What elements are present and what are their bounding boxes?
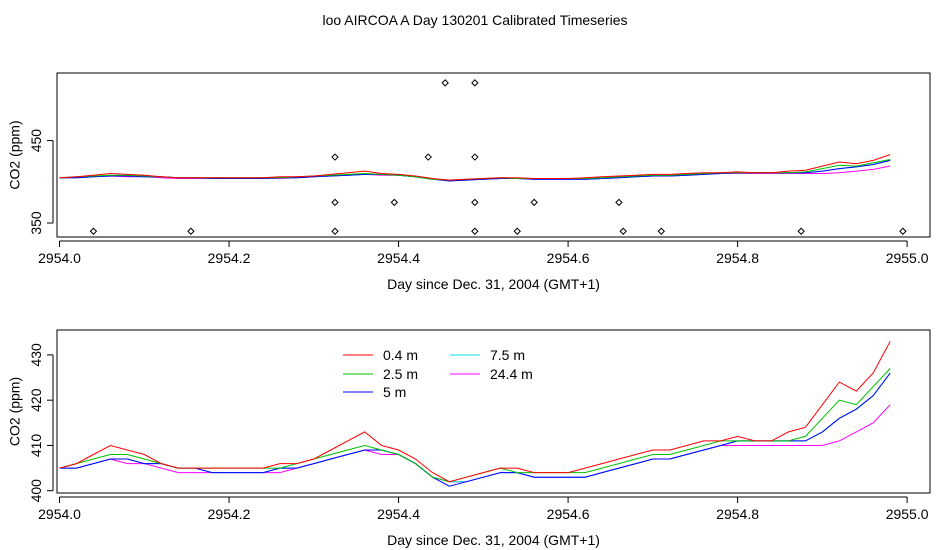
panel2-y-tick-label: 420 <box>28 388 44 412</box>
panel1-flag-point <box>441 79 449 87</box>
panel1-flag-point <box>615 198 623 207</box>
panel2-series-line <box>59 372 891 487</box>
panel2-series-line <box>59 372 891 483</box>
panel2-x-tick-label: 2954.6 <box>547 506 590 522</box>
panel1-flag-point <box>513 227 521 235</box>
panel1-flag-point <box>530 198 538 207</box>
legend-label: 2.5 m <box>383 366 418 382</box>
panel2-series-line <box>59 341 891 483</box>
panel2-plot-frame <box>56 329 931 494</box>
panel1-y-axis-title: CO2 (ppm) <box>7 120 23 189</box>
panel1-plot-frame <box>56 72 931 238</box>
panel1-flag-point <box>89 227 98 235</box>
legend-label: 5 m <box>383 384 406 400</box>
panel2-y-tick-label: 430 <box>28 343 44 367</box>
panel1-flag-point <box>899 227 907 235</box>
panel1-x-tick-label: 2954.8 <box>716 250 759 266</box>
panel1-x-axis-title: Day since Dec. 31, 2004 (GMT+1) <box>387 276 600 292</box>
panel1-flag-point <box>331 227 339 235</box>
panel1-x-tick-label: 2954.4 <box>377 250 420 266</box>
panel1-flag-point <box>471 153 479 161</box>
legend-label: 0.4 m <box>383 347 418 363</box>
panel2-y-tick-label: 410 <box>28 434 44 458</box>
panel2-x-tick-label: 2955.0 <box>886 506 929 522</box>
panel2-x-tick-label: 2954.2 <box>208 506 251 522</box>
panel1-y-tick-label: 350 <box>28 211 44 235</box>
panel1-series-line <box>59 154 891 181</box>
panel1-x-tick-label: 2954.6 <box>547 250 590 266</box>
panel1-flag-point <box>657 227 666 235</box>
panel2-x-tick-label: 2954.8 <box>716 506 759 522</box>
panel2-x-tick-label: 2954.0 <box>38 506 81 522</box>
panel1-flag-point <box>331 153 339 161</box>
panel1-flag-point <box>471 79 479 87</box>
chart-title: loo AIRCOA A Day 130201 Calibrated Times… <box>322 12 628 28</box>
panel2-x-axis-title: Day since Dec. 31, 2004 (GMT+1) <box>387 532 600 548</box>
panel2-series-line <box>59 368 891 483</box>
panel1-flag-point <box>471 198 479 207</box>
panel1-x-tick-label: 2954.2 <box>208 250 251 266</box>
panel2-y-tick-label: 400 <box>28 479 44 503</box>
panel1-series-line <box>59 159 891 181</box>
panel2-y-axis-title: CO2 (ppm) <box>7 377 23 446</box>
panel1-flag-point <box>424 153 432 161</box>
legend-label: 24.4 m <box>490 366 533 382</box>
panel1-flag-point <box>390 198 399 207</box>
panel1-flag-point <box>331 198 339 207</box>
panel1-x-tick-label: 2955.0 <box>886 250 929 266</box>
panel1-flag-point <box>797 227 805 235</box>
panel2-x-tick-label: 2954.4 <box>377 506 420 522</box>
panel1-flag-point <box>619 227 627 235</box>
panel1-flag-point <box>471 227 479 235</box>
panel1-flag-point <box>187 227 195 235</box>
panel1-series-line <box>59 159 891 181</box>
panel1-y-tick-label: 450 <box>28 129 44 153</box>
panel1-x-tick-label: 2954.0 <box>38 250 81 266</box>
panel2-series-line <box>59 404 891 483</box>
legend-label: 7.5 m <box>490 347 525 363</box>
